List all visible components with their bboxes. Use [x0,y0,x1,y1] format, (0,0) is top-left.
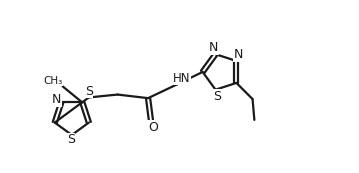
Text: N: N [52,93,61,106]
Text: CH₃: CH₃ [43,76,62,86]
Text: S: S [85,85,93,98]
Text: N: N [234,48,243,61]
Text: S: S [213,90,222,103]
Text: N: N [209,41,218,54]
Text: O: O [148,121,158,134]
Text: HN: HN [173,72,191,85]
Text: S: S [67,133,75,146]
